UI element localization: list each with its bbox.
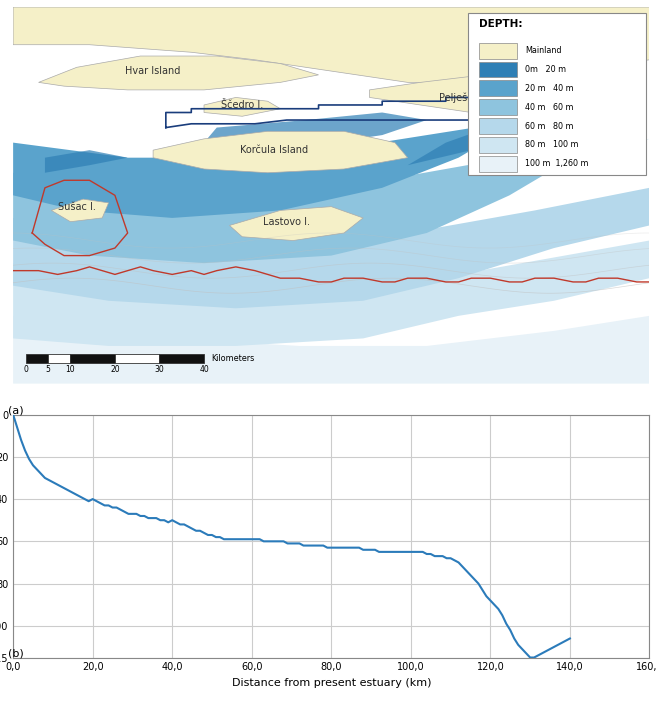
Bar [26, 354, 48, 363]
Polygon shape [45, 150, 128, 173]
X-axis label: Distance from present estuary (km): Distance from present estuary (km) [232, 678, 431, 688]
Polygon shape [51, 199, 109, 222]
Text: 40 m   60 m: 40 m 60 m [525, 103, 574, 112]
Text: Pelješac Peninsula: Pelješac Peninsula [439, 92, 529, 103]
Text: 30: 30 [155, 365, 165, 374]
Polygon shape [407, 98, 617, 165]
Text: Korčula Island: Korčula Island [240, 145, 308, 155]
Polygon shape [13, 139, 649, 263]
Bar [479, 156, 517, 172]
Text: 20: 20 [110, 365, 120, 374]
Polygon shape [13, 240, 649, 346]
Bar [115, 354, 159, 363]
Text: Kilometers: Kilometers [212, 354, 255, 363]
Polygon shape [230, 206, 363, 240]
Text: (b): (b) [8, 648, 24, 658]
Polygon shape [13, 120, 522, 218]
Polygon shape [369, 75, 624, 120]
Text: 60 m   80 m: 60 m 80 m [525, 122, 574, 131]
Text: 0m   20 m: 0m 20 m [525, 65, 567, 74]
Bar [159, 354, 204, 363]
Bar [70, 354, 115, 363]
Polygon shape [39, 56, 319, 90]
Text: 100 m  1,260 m: 100 m 1,260 m [525, 159, 589, 168]
Polygon shape [13, 188, 649, 308]
Bar [48, 354, 70, 363]
Bar [479, 62, 517, 78]
Bar [479, 81, 517, 96]
Bar [479, 137, 517, 153]
Text: DEPTH:: DEPTH: [479, 19, 522, 29]
Text: 40: 40 [199, 365, 209, 374]
Text: (a): (a) [8, 406, 24, 416]
Bar [479, 99, 517, 115]
Text: Lastovo I.: Lastovo I. [263, 217, 310, 227]
Text: 0: 0 [24, 365, 28, 374]
Text: 80 m   100 m: 80 m 100 m [525, 141, 579, 149]
Text: Sušac I.: Sušac I. [58, 201, 96, 211]
FancyBboxPatch shape [468, 13, 646, 175]
Text: Ščedro I.: Ščedro I. [221, 100, 263, 110]
Polygon shape [192, 112, 426, 158]
Polygon shape [204, 98, 280, 116]
Text: 20 m   40 m: 20 m 40 m [525, 84, 574, 93]
Bar [479, 118, 517, 134]
Text: 10: 10 [66, 365, 75, 374]
Text: Mainland: Mainland [525, 46, 562, 55]
Polygon shape [153, 132, 407, 173]
Bar [479, 43, 517, 59]
Polygon shape [13, 316, 649, 384]
Text: Hvar Island: Hvar Island [125, 66, 181, 76]
Polygon shape [13, 7, 649, 83]
Text: 5: 5 [46, 365, 51, 374]
